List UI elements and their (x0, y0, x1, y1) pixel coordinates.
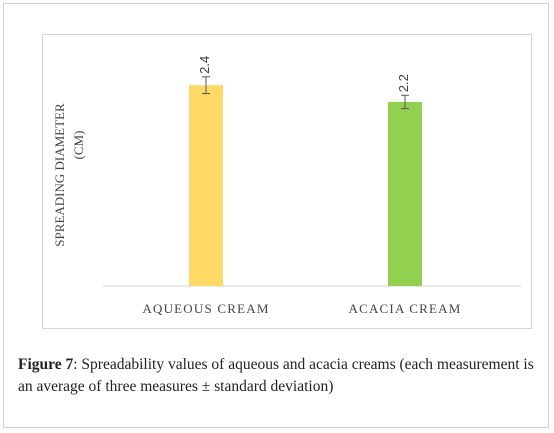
bar-aqueous-cream (189, 85, 223, 286)
figure-caption: Figure 7: Spreadability values of aqueou… (18, 354, 546, 398)
x-tick-label: AQUEOUS CREAM (142, 301, 269, 316)
error-bar-acacia-cream (401, 94, 409, 110)
error-bar-aqueous-cream (202, 76, 210, 95)
figure-frame: SPREADING DIAMETER (CM) 2.4 AQUEOUS CREAM 2… (3, 3, 549, 428)
bar-acacia-cream (388, 101, 422, 286)
x-tick-label: ACACIA CREAM (349, 301, 462, 316)
caption-label: Figure 7 (18, 356, 74, 373)
chart-area: SPREADING DIAMETER (CM) 2.4 AQUEOUS CREAM 2… (42, 34, 532, 329)
y-axis-label-group: SPREADING DIAMETER (CM) (52, 103, 86, 247)
caption-text: : Spreadability values of aqueous and ac… (18, 356, 534, 395)
data-label: 2.4 (197, 56, 212, 74)
y-axis-label-line: (CM) (71, 131, 86, 160)
bars-group: 2.4 AQUEOUS CREAM 2.2 ACACIA CREAM (142, 56, 462, 316)
data-label: 2.2 (396, 74, 411, 92)
y-axis-label-line: SPREADING DIAMETER (52, 103, 67, 247)
